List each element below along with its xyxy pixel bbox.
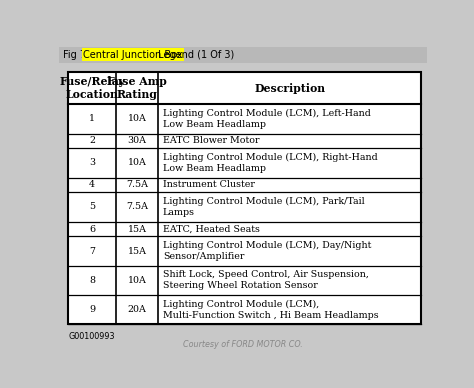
Text: 10A: 10A <box>128 158 146 168</box>
Text: Legend (1 Of 3): Legend (1 Of 3) <box>155 50 234 60</box>
Text: 7.5A: 7.5A <box>126 203 148 211</box>
Text: Shift Lock, Speed Control, Air Suspension,
Steering Wheel Rotation Sensor: Shift Lock, Speed Control, Air Suspensio… <box>163 270 369 290</box>
Text: 2: 2 <box>89 137 95 146</box>
Text: 30A: 30A <box>128 137 146 146</box>
Text: Lighting Control Module (LCM), Park/Tail
Lamps: Lighting Control Module (LCM), Park/Tail… <box>163 197 365 217</box>
Text: 8: 8 <box>89 276 95 285</box>
Text: Fig 7:: Fig 7: <box>63 50 92 60</box>
Bar <box>59 47 427 63</box>
Text: Lighting Control Module (LCM), Day/Night
Sensor/Amplifier: Lighting Control Module (LCM), Day/Night… <box>163 241 371 261</box>
Text: 3: 3 <box>89 158 95 168</box>
Text: G00100993: G00100993 <box>68 332 115 341</box>
Text: EATC, Heated Seats: EATC, Heated Seats <box>163 225 260 234</box>
Text: Instrument Cluster: Instrument Cluster <box>163 180 255 189</box>
Text: 1: 1 <box>89 114 95 123</box>
Text: 9: 9 <box>89 305 95 314</box>
Text: 5: 5 <box>89 203 95 211</box>
Text: Courtesy of FORD MOTOR CO.: Courtesy of FORD MOTOR CO. <box>183 340 303 349</box>
Text: Description: Description <box>254 83 325 94</box>
Text: 7.5A: 7.5A <box>126 180 148 189</box>
Text: 20A: 20A <box>128 305 146 314</box>
Text: Lighting Control Module (LCM),
Multi-Function Switch , Hi Beam Headlamps: Lighting Control Module (LCM), Multi-Fun… <box>163 300 378 320</box>
Bar <box>68 72 421 324</box>
Text: 10A: 10A <box>128 114 146 123</box>
Text: 7: 7 <box>89 246 95 256</box>
Text: EATC Blower Motor: EATC Blower Motor <box>163 137 259 146</box>
Text: Fuse/Relay
Location: Fuse/Relay Location <box>59 76 125 100</box>
Text: Lighting Control Module (LCM), Left-Hand
Low Beam Headlamp: Lighting Control Module (LCM), Left-Hand… <box>163 109 371 129</box>
Text: Central Junction Box: Central Junction Box <box>83 50 182 60</box>
Text: Lighting Control Module (LCM), Right-Hand
Low Beam Headlamp: Lighting Control Module (LCM), Right-Han… <box>163 153 377 173</box>
Text: 10A: 10A <box>128 276 146 285</box>
Text: 4: 4 <box>89 180 95 189</box>
Text: 15A: 15A <box>128 246 146 256</box>
Text: 6: 6 <box>89 225 95 234</box>
Text: 15A: 15A <box>128 225 146 234</box>
Text: Fuse Amp
Rating: Fuse Amp Rating <box>107 76 167 100</box>
